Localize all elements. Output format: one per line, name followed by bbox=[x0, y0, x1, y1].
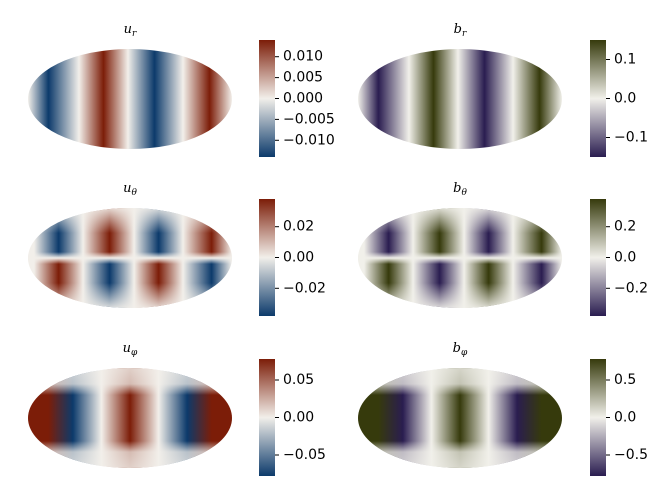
colorbar-tick-label: 0.00 bbox=[283, 410, 314, 426]
colorbar-tick-label: −0.5 bbox=[614, 447, 648, 463]
colorbar-tick-label: 0.0 bbox=[614, 250, 636, 266]
panel-title: br bbox=[454, 22, 467, 39]
colorbar-tick-label: 0.05 bbox=[283, 372, 314, 388]
colorbar-tick-label: −0.05 bbox=[283, 447, 326, 463]
caps bbox=[28, 368, 232, 468]
colorbar bbox=[590, 40, 606, 157]
colorbar-tick-label: −0.005 bbox=[283, 111, 335, 127]
panel-title: uφ bbox=[123, 341, 138, 358]
panel-title: bφ bbox=[453, 341, 468, 358]
colorbar bbox=[259, 40, 275, 157]
colorbar-tick-label: −0.02 bbox=[283, 280, 326, 296]
colorbar-tick-label: 0.000 bbox=[283, 91, 323, 107]
title-subscript: r bbox=[132, 29, 137, 39]
colorbar-tick-label: 0.010 bbox=[283, 49, 323, 65]
panel-title: uθ bbox=[123, 181, 137, 198]
map bbox=[28, 49, 232, 149]
title-main: u bbox=[123, 341, 131, 356]
field bbox=[358, 49, 562, 149]
colorbar-tick-label: −0.2 bbox=[614, 280, 648, 296]
panel-title: bθ bbox=[453, 181, 467, 198]
field bbox=[28, 49, 232, 149]
colorbar-tick-label: −0.010 bbox=[283, 132, 335, 148]
colorbar bbox=[590, 199, 606, 316]
title-subscript: φ bbox=[131, 348, 138, 358]
map bbox=[28, 368, 232, 468]
colorbar bbox=[259, 359, 275, 476]
colorbar-tick-label: 0.02 bbox=[283, 219, 314, 235]
caps bbox=[358, 368, 562, 468]
colorbar-tick-label: 0.1 bbox=[614, 52, 636, 68]
colorbar-tick-label: 0.2 bbox=[614, 219, 636, 235]
title-subscript: r bbox=[462, 29, 467, 39]
colorbar-tick-label: 0.0 bbox=[614, 410, 636, 426]
equator bbox=[28, 208, 232, 308]
map bbox=[358, 49, 562, 149]
panel-title: ur bbox=[124, 22, 137, 39]
equator bbox=[358, 208, 562, 308]
title-subscript: θ bbox=[131, 188, 137, 198]
title-subscript: θ bbox=[461, 188, 467, 198]
colorbar bbox=[590, 359, 606, 476]
title-main: u bbox=[123, 181, 131, 196]
colorbar-tick-label: −0.1 bbox=[614, 130, 648, 146]
title-main: b bbox=[453, 341, 461, 356]
title-main: u bbox=[124, 22, 132, 37]
colorbar bbox=[259, 199, 275, 316]
colorbar-tick-label: 0.00 bbox=[283, 250, 314, 266]
map bbox=[358, 368, 562, 468]
map bbox=[358, 208, 562, 308]
map bbox=[28, 208, 232, 308]
colorbar-tick-label: 0.0 bbox=[614, 91, 636, 107]
colorbar-tick-label: 0.5 bbox=[614, 372, 636, 388]
title-subscript: φ bbox=[461, 348, 468, 358]
title-main: b bbox=[454, 22, 462, 37]
title-main: b bbox=[453, 181, 461, 196]
colorbar-tick-label: 0.005 bbox=[283, 70, 323, 86]
